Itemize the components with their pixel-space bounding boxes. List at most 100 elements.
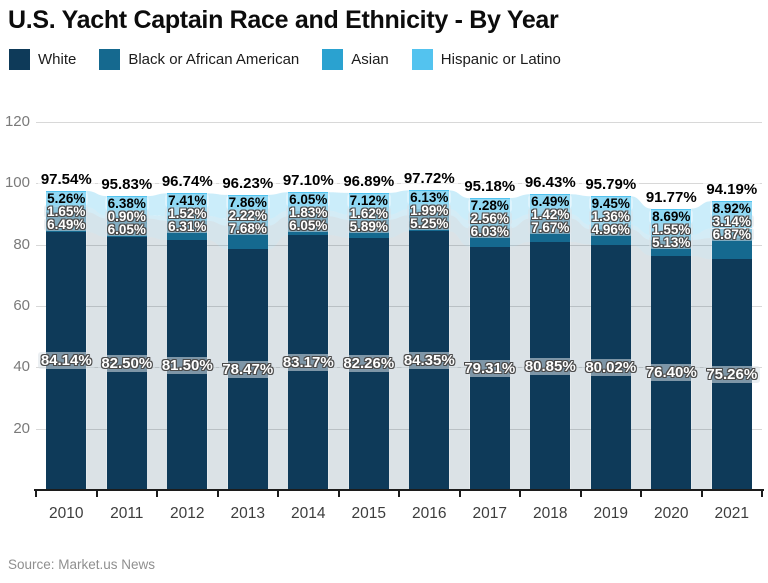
bar-segment-hispanic-or-latino-2010[interactable] — [46, 190, 87, 207]
x-axis-label-2020: 2020 — [654, 505, 689, 522]
segment-label-white-2016: 84.35% — [384, 352, 474, 370]
segment-label-hispanic-or-latino-2011: 6.38% — [82, 197, 172, 210]
total-label-2020: 91.77% — [626, 188, 716, 206]
segment-label-white-2014: 83.17% — [263, 353, 353, 371]
x-axis-label-2019: 2019 — [593, 505, 628, 522]
segment-label-asian-2013: 2.22% — [203, 209, 293, 222]
hispanic-or-latino-swatch — [411, 49, 433, 70]
total-label-2019: 95.79% — [566, 176, 656, 194]
x-axis-label-2011: 2011 — [110, 505, 144, 522]
legend-item-white[interactable]: White — [9, 49, 76, 70]
legend-label: White — [38, 51, 77, 68]
x-axis-tick — [337, 491, 340, 497]
segment-label-hispanic-or-latino-2016: 6.13% — [384, 191, 474, 205]
source-note: Source: Market.us News — [8, 557, 156, 572]
segment-label-hispanic-or-latino-2020: 8.69% — [626, 209, 716, 223]
x-axis-tick — [95, 491, 98, 497]
x-axis-label-2015: 2015 — [351, 505, 386, 522]
gridline — [36, 428, 762, 430]
segment-label-white-2017: 79.31% — [445, 359, 535, 377]
segment-label-black-or-african-american-2020: 5.13% — [626, 235, 716, 249]
legend-item-asian[interactable]: Asian — [322, 49, 389, 70]
total-label-2016: 97.72% — [384, 170, 474, 188]
segment-label-white-2019: 80.02% — [566, 358, 656, 376]
segment-label-asian-2021: 3.14% — [687, 215, 768, 228]
gridline — [36, 122, 762, 123]
segment-label-hispanic-or-latino-2019: 9.45% — [566, 197, 656, 210]
segment-label-black-or-african-american-2014: 6.05% — [263, 219, 353, 232]
segment-label-white-2018: 80.85% — [505, 357, 595, 375]
black-or-african-american-swatch — [99, 49, 121, 70]
segment-label-asian-2018: 1.42% — [505, 208, 595, 222]
segment-label-black-or-african-american-2012: 6.31% — [142, 220, 232, 234]
segment-label-white-2012: 81.50% — [142, 356, 232, 374]
segment-label-white-2010: 84.14% — [21, 352, 111, 370]
total-label-2015: 96.89% — [324, 172, 414, 190]
x-axis-label-2021: 2021 — [714, 505, 749, 522]
y-axis-label: 40 — [13, 358, 30, 376]
segment-label-asian-2010: 1.65% — [21, 205, 111, 218]
segment-label-hispanic-or-latino-2015: 7.12% — [324, 194, 414, 207]
segment-label-white-2015: 82.26% — [324, 355, 414, 373]
segment-label-hispanic-or-latino-2013: 7.86% — [203, 196, 293, 209]
gridline — [36, 306, 762, 307]
segment-label-asian-2014: 1.83% — [263, 206, 353, 219]
asian-swatch — [322, 49, 344, 70]
segment-label-hispanic-or-latino-2010: 5.26% — [21, 192, 111, 205]
y-axis-label: 60 — [13, 297, 30, 314]
legend-item-hispanic-or-latino[interactable]: Hispanic or Latino — [411, 49, 561, 70]
segment-label-black-or-african-american-2021: 6.87% — [687, 228, 768, 241]
bar-segment-hispanic-or-latino-2014[interactable] — [288, 192, 329, 211]
segment-label-asian-2015: 1.62% — [324, 207, 414, 220]
x-axis-tick — [761, 491, 763, 497]
gridline — [36, 183, 762, 185]
segment-label-hispanic-or-latino-2012: 7.41% — [142, 194, 232, 208]
segment-label-asian-2012: 1.52% — [142, 207, 232, 221]
segment-label-hispanic-or-latino-2017: 7.28% — [445, 199, 535, 212]
x-axis-tick — [156, 491, 158, 497]
total-label-2021: 94.19% — [687, 181, 768, 199]
segment-label-white-2021: 75.26% — [687, 366, 768, 384]
segment-label-black-or-african-american-2018: 7.67% — [505, 221, 595, 235]
x-axis-label-2018: 2018 — [533, 505, 568, 522]
legend-label: Asian — [351, 51, 389, 68]
x-axis-tick — [579, 491, 582, 497]
legend: White Black or African American Asian Hispa… — [9, 49, 561, 70]
total-label-2010: 97.54% — [21, 170, 111, 188]
x-axis-line — [34, 489, 764, 491]
segment-label-hispanic-or-latino-2014: 6.05% — [263, 193, 353, 206]
segment-label-white-2020: 76.40% — [626, 364, 716, 382]
segment-label-black-or-african-american-2019: 4.96% — [566, 223, 656, 236]
total-label-2017: 95.18% — [445, 178, 535, 196]
x-axis-label-2010: 2010 — [49, 505, 84, 522]
x-axis-tick — [458, 491, 461, 497]
bar-segment-black-or-african-american-2021[interactable] — [711, 238, 752, 260]
segment-label-asian-2016: 1.99% — [384, 204, 474, 218]
x-axis-label-2016: 2016 — [412, 505, 447, 522]
y-axis-label: 120 — [4, 113, 30, 130]
y-axis-label: 80 — [13, 235, 30, 253]
total-label-2013: 96.23% — [203, 174, 293, 192]
total-label-2014: 97.10% — [263, 172, 353, 190]
segment-label-white-2013: 78.47% — [203, 361, 293, 379]
total-label-2018: 96.43% — [505, 174, 595, 192]
segment-label-black-or-african-american-2013: 7.68% — [203, 222, 293, 235]
legend-label: Black or African American — [128, 51, 300, 68]
segment-label-asian-2019: 1.36% — [566, 210, 656, 223]
segment-label-white-2011: 82.50% — [82, 355, 172, 372]
legend-item-black-or-african-american[interactable]: Black or African American — [99, 49, 299, 70]
x-axis-tick — [700, 491, 703, 497]
segment-label-black-or-african-american-2011: 6.05% — [82, 223, 172, 236]
segment-label-hispanic-or-latino-2021: 8.92% — [687, 202, 768, 215]
segment-label-hispanic-or-latino-2018: 6.49% — [505, 195, 595, 209]
total-label-2012: 96.74% — [142, 173, 232, 191]
segment-label-black-or-african-american-2015: 5.89% — [324, 220, 414, 233]
segment-label-asian-2011: 0.90% — [82, 210, 172, 223]
x-axis-label-2017: 2017 — [472, 505, 507, 522]
x-axis-tick — [398, 491, 400, 497]
white-swatch — [9, 49, 30, 70]
x-axis-tick — [277, 491, 279, 497]
x-axis-tick — [640, 491, 642, 497]
total-label-2011: 95.83% — [82, 176, 172, 194]
